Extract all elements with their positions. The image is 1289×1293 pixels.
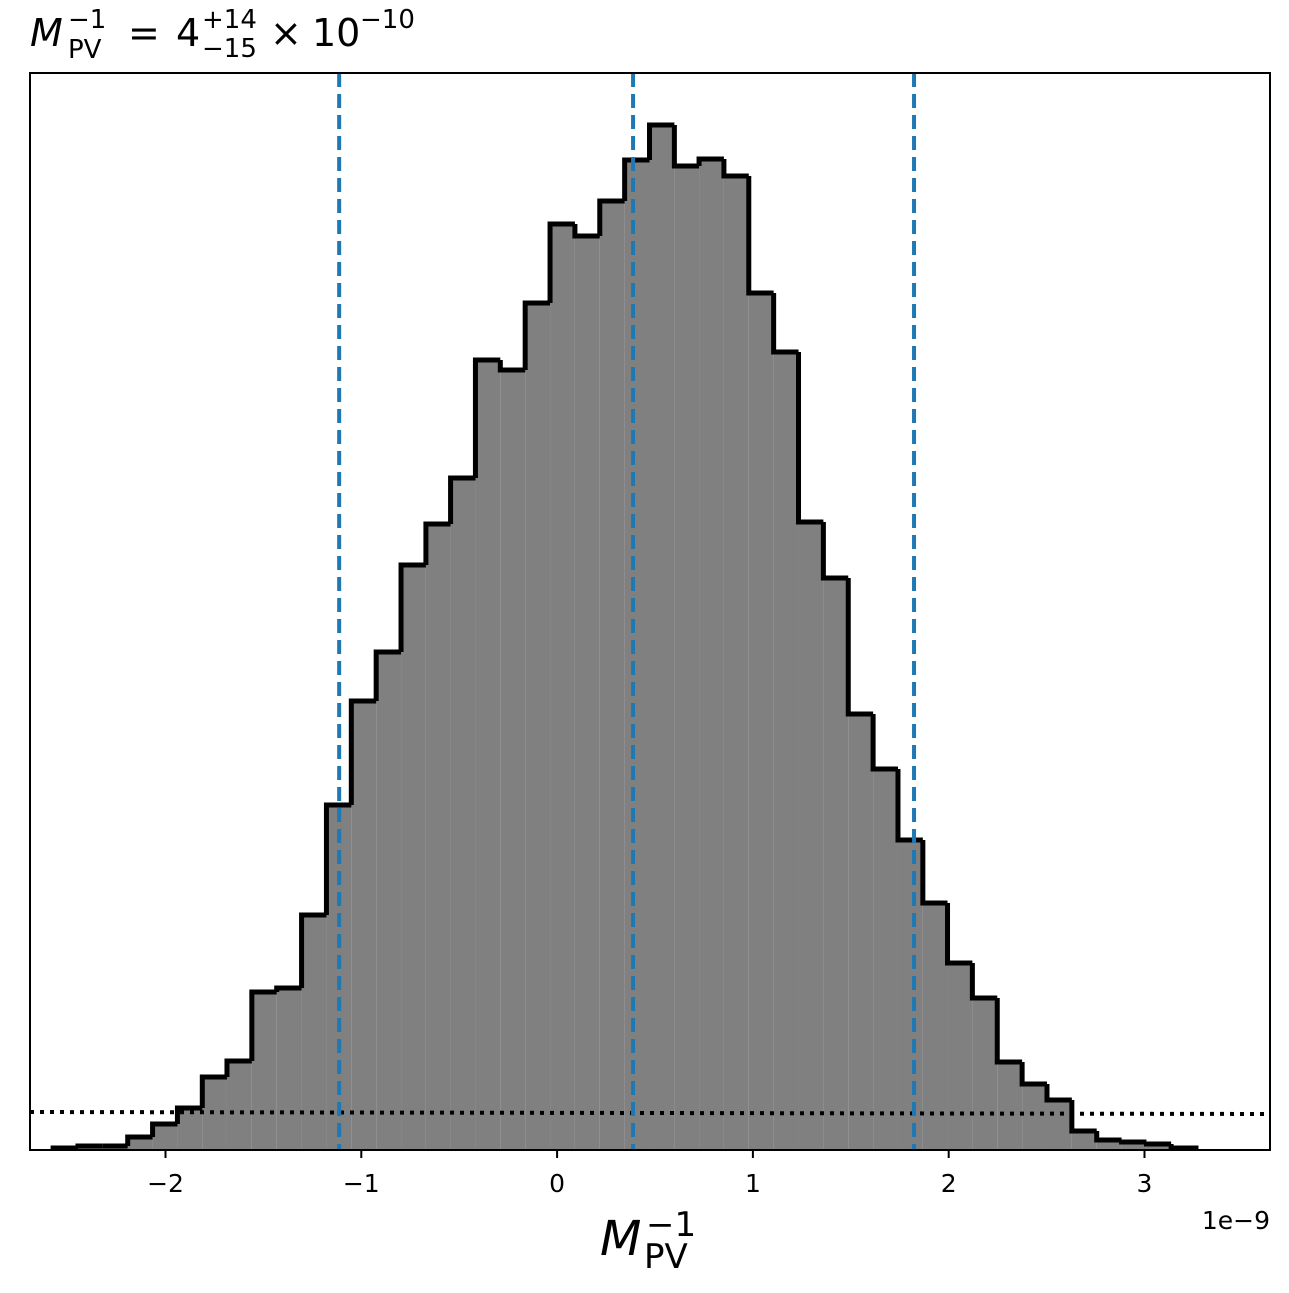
bar-outline — [597, 198, 625, 236]
bar-outline — [870, 714, 898, 772]
bar-outline — [945, 903, 973, 966]
bar-outline — [348, 698, 377, 805]
bar-outline — [547, 221, 575, 303]
bar — [475, 360, 501, 1150]
bar-outline — [1069, 1100, 1097, 1134]
bar-outline — [423, 521, 451, 565]
bar — [674, 166, 700, 1150]
bar — [798, 522, 824, 1150]
bar — [127, 1137, 153, 1150]
bar-outline — [994, 998, 1023, 1065]
bar — [425, 524, 451, 1150]
bar-outline — [472, 357, 501, 478]
bar — [599, 201, 625, 1150]
bar — [748, 293, 774, 1150]
bar — [723, 176, 749, 1150]
bar-outline — [174, 1105, 203, 1124]
bar — [376, 652, 402, 1150]
bar — [525, 303, 551, 1150]
bar — [401, 565, 426, 1150]
reference-line — [29, 1110, 1271, 1116]
bar-outline — [572, 224, 600, 239]
bar — [699, 159, 724, 1150]
bar-outline — [448, 475, 476, 524]
bar-outline — [224, 1058, 252, 1077]
x-tick-label: 1 — [745, 1169, 761, 1198]
bar — [972, 998, 998, 1150]
bar-outline — [249, 989, 277, 1061]
bar — [450, 478, 476, 1150]
bar-outline — [771, 293, 799, 355]
bar-outline — [125, 1134, 153, 1146]
x-axis-label: M −1 PV — [600, 1205, 701, 1277]
bar — [500, 370, 526, 1150]
bar — [550, 224, 575, 1150]
bar — [848, 714, 874, 1150]
bar-outline — [820, 522, 849, 581]
bar — [152, 1124, 178, 1150]
x-tick-label: −2 — [147, 1169, 184, 1198]
x-offset-label: 1e−9 — [1202, 1206, 1270, 1235]
bar-outline — [969, 963, 998, 1001]
bar-outline — [1019, 1062, 1047, 1087]
x-tick-label: 2 — [941, 1169, 957, 1198]
bar-outline — [199, 1074, 227, 1108]
bar — [922, 903, 948, 1150]
bar — [1046, 1100, 1072, 1150]
x-tick-label: 3 — [1137, 1169, 1153, 1198]
bar — [773, 352, 799, 1150]
bar-outline — [721, 159, 749, 179]
bar-outline — [522, 300, 551, 370]
bar-outline — [150, 1121, 178, 1137]
plot-frame — [29, 72, 1271, 1151]
bar-outline — [398, 562, 426, 652]
x-tick-label: 0 — [549, 1169, 565, 1198]
bar-outline — [299, 912, 327, 988]
bar-outline — [647, 122, 675, 160]
bar-outline — [671, 125, 700, 169]
bar-outline — [497, 360, 526, 373]
bar — [624, 160, 650, 1150]
bar-outline — [696, 156, 724, 166]
bar-outline — [845, 578, 874, 717]
bar — [997, 1062, 1023, 1150]
chart-title: M −1 PV = 4 +14 −15 × 10 −10 — [30, 5, 415, 65]
bar — [1096, 1140, 1122, 1150]
bar-outline — [622, 157, 650, 201]
bar — [301, 915, 327, 1150]
bar — [574, 236, 600, 1150]
bar-outline — [373, 649, 402, 701]
bar-outline — [1044, 1084, 1072, 1103]
bar — [1146, 1144, 1172, 1150]
x-tick-label: −1 — [343, 1169, 380, 1198]
bar-outline — [895, 769, 923, 843]
bar-outline — [920, 840, 948, 906]
bar-outline — [75, 1143, 103, 1149]
bar — [873, 769, 898, 1150]
bar — [947, 963, 973, 1150]
bar — [351, 701, 377, 1150]
bar — [226, 1061, 252, 1150]
bar-outline — [1094, 1131, 1122, 1143]
bar — [823, 578, 849, 1150]
bar-outline — [796, 352, 824, 525]
bar-outline — [746, 176, 774, 296]
bar-outline — [1143, 1141, 1172, 1147]
bar — [1022, 1084, 1047, 1150]
bar-outline — [323, 802, 352, 915]
bar — [1121, 1142, 1147, 1150]
bar — [897, 840, 923, 1150]
bar — [649, 125, 675, 1150]
bar — [1071, 1131, 1097, 1150]
bar-outline — [274, 985, 302, 992]
bar — [251, 992, 277, 1150]
bar — [276, 988, 302, 1150]
bar-outline — [1119, 1139, 1147, 1145]
bar — [177, 1108, 203, 1150]
